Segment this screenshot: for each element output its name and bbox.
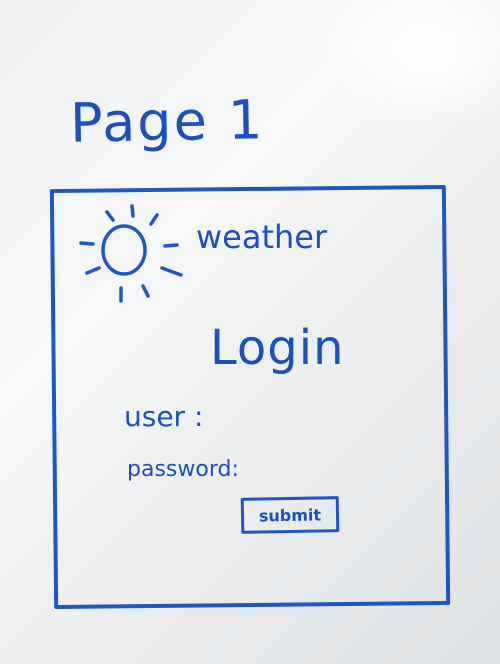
login-title: Login xyxy=(210,320,345,376)
whiteboard-glare xyxy=(320,0,500,130)
page-title: Page 1 xyxy=(69,88,265,155)
user-label: user : xyxy=(124,400,204,433)
weather-label: weather xyxy=(196,218,328,256)
submit-button[interactable]: submit xyxy=(240,496,340,534)
sun-icon xyxy=(79,204,183,303)
password-label: password: xyxy=(127,457,239,482)
